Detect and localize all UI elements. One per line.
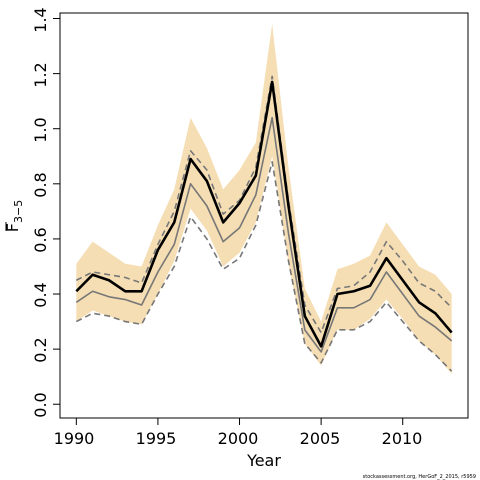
x-axis-label: Year [246,451,281,470]
series-line-estimate [75,80,453,348]
x-axis: 1990 1995 2000 2005 2010 Year [54,417,423,470]
y-axis-label-sub: 3−5 [12,200,25,223]
series-line-secondary-estimate [75,116,453,353]
confidence-band-layer [76,24,452,374]
y-tick-label: 1.0 [31,117,50,142]
x-tick-labels: 1990 1995 2000 2005 2010 [54,429,423,448]
footer-credit: stockassessment.org, HerGoF_2_2015, r595… [363,474,476,480]
y-tick-label: 0.6 [31,227,50,252]
x-tick-label: 2010 [382,429,423,448]
y-axis: 0.0 0.2 0.4 0.6 0.8 1.0 1.2 1.4 F3−5 [3,7,61,418]
y-tick-label: 1.4 [31,7,50,32]
series-line-lower-ci [75,160,453,372]
y-axis-label: F3−5 [3,200,25,232]
x-tick-label: 2000 [218,429,259,448]
x-tick-marks [75,418,404,425]
y-tick-label: 0.4 [31,282,50,307]
x-tick-label: 1995 [136,429,177,448]
x-tick-label: 1990 [54,429,95,448]
series-line-upper-ci [75,75,453,334]
y-axis-label-text: F3−5 [3,200,25,232]
y-tick-labels: 0.0 0.2 0.4 0.6 0.8 1.0 1.2 1.4 [31,7,50,417]
y-tick-label: 0.2 [31,337,50,362]
plot-frame [59,12,469,419]
y-tick-label: 0.8 [31,172,50,197]
series-layer [75,75,453,372]
confidence-band [76,24,452,374]
x-tick-label: 2005 [300,429,341,448]
y-tick-marks [53,18,60,405]
y-axis-label-main: F [3,223,22,232]
y-tick-label: 0.0 [31,392,50,417]
y-tick-label: 1.2 [31,62,50,87]
